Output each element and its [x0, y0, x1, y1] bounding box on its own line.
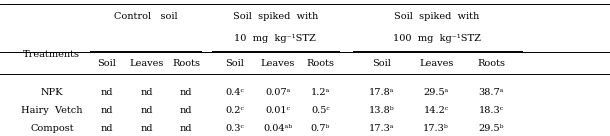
Text: nd: nd: [101, 88, 113, 97]
Text: nd: nd: [180, 88, 192, 97]
Text: 0.3ᶜ: 0.3ᶜ: [226, 124, 244, 133]
Text: 0.7ᵇ: 0.7ᵇ: [310, 124, 330, 133]
Text: Soil  spiked  with: Soil spiked with: [233, 12, 318, 21]
Text: Soil: Soil: [98, 59, 116, 68]
Text: nd: nd: [140, 88, 152, 97]
Text: Soil  spiked  with: Soil spiked with: [395, 12, 479, 21]
Text: Soil: Soil: [372, 59, 390, 68]
Text: Leaves: Leaves: [419, 59, 453, 68]
Text: 1.2ᵃ: 1.2ᵃ: [310, 88, 330, 97]
Text: nd: nd: [140, 106, 152, 115]
Text: nd: nd: [180, 106, 192, 115]
Text: Roots: Roots: [172, 59, 200, 68]
Text: 100  mg  kg⁻¹STZ: 100 mg kg⁻¹STZ: [393, 34, 481, 43]
Text: nd: nd: [180, 124, 192, 133]
Text: Control   soil: Control soil: [114, 12, 178, 21]
Text: 0.04ᵃᵇ: 0.04ᵃᵇ: [263, 124, 292, 133]
Text: Hairy  Vetch: Hairy Vetch: [21, 106, 82, 115]
Text: 17.8ᵃ: 17.8ᵃ: [368, 88, 394, 97]
Text: 17.3ᵇ: 17.3ᵇ: [423, 124, 449, 133]
Text: 10  mg  kg⁻¹STZ: 10 mg kg⁻¹STZ: [234, 34, 317, 43]
Text: 17.3ᵃ: 17.3ᵃ: [368, 124, 394, 133]
Text: Soil: Soil: [226, 59, 244, 68]
Text: 0.07ᵃ: 0.07ᵃ: [265, 88, 290, 97]
Text: NPK: NPK: [41, 88, 63, 97]
Text: 18.3ᶜ: 18.3ᶜ: [478, 106, 504, 115]
Text: 0.5ᶜ: 0.5ᶜ: [311, 106, 329, 115]
Text: Treatments: Treatments: [23, 50, 81, 59]
Text: 29.5ᵃ: 29.5ᵃ: [423, 88, 449, 97]
Text: 13.8ᵇ: 13.8ᵇ: [368, 106, 394, 115]
Text: 14.2ᶜ: 14.2ᶜ: [423, 106, 449, 115]
Text: 0.2ᶜ: 0.2ᶜ: [226, 106, 244, 115]
Text: 38.7ᵃ: 38.7ᵃ: [478, 88, 504, 97]
Text: Leaves: Leaves: [260, 59, 295, 68]
Text: nd: nd: [140, 124, 152, 133]
Text: nd: nd: [101, 124, 113, 133]
Text: Roots: Roots: [306, 59, 334, 68]
Text: 0.4ᶜ: 0.4ᶜ: [226, 88, 244, 97]
Text: 29.5ᵇ: 29.5ᵇ: [478, 124, 504, 133]
Text: nd: nd: [101, 106, 113, 115]
Text: Roots: Roots: [477, 59, 505, 68]
Text: 0.01ᶜ: 0.01ᶜ: [265, 106, 290, 115]
Text: Leaves: Leaves: [129, 59, 163, 68]
Text: Compost: Compost: [30, 124, 74, 133]
